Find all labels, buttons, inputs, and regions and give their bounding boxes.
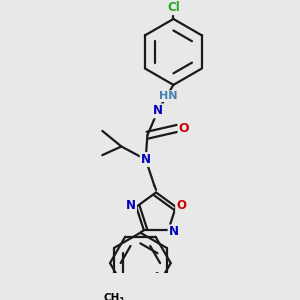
Text: HN: HN: [159, 91, 178, 101]
Text: O: O: [178, 122, 189, 135]
Text: O: O: [176, 199, 186, 212]
Text: N: N: [169, 225, 178, 239]
Text: CH₃: CH₃: [104, 293, 125, 300]
Text: N: N: [153, 104, 163, 117]
Text: N: N: [126, 199, 136, 212]
Text: Cl: Cl: [167, 1, 180, 14]
Text: N: N: [141, 153, 151, 166]
